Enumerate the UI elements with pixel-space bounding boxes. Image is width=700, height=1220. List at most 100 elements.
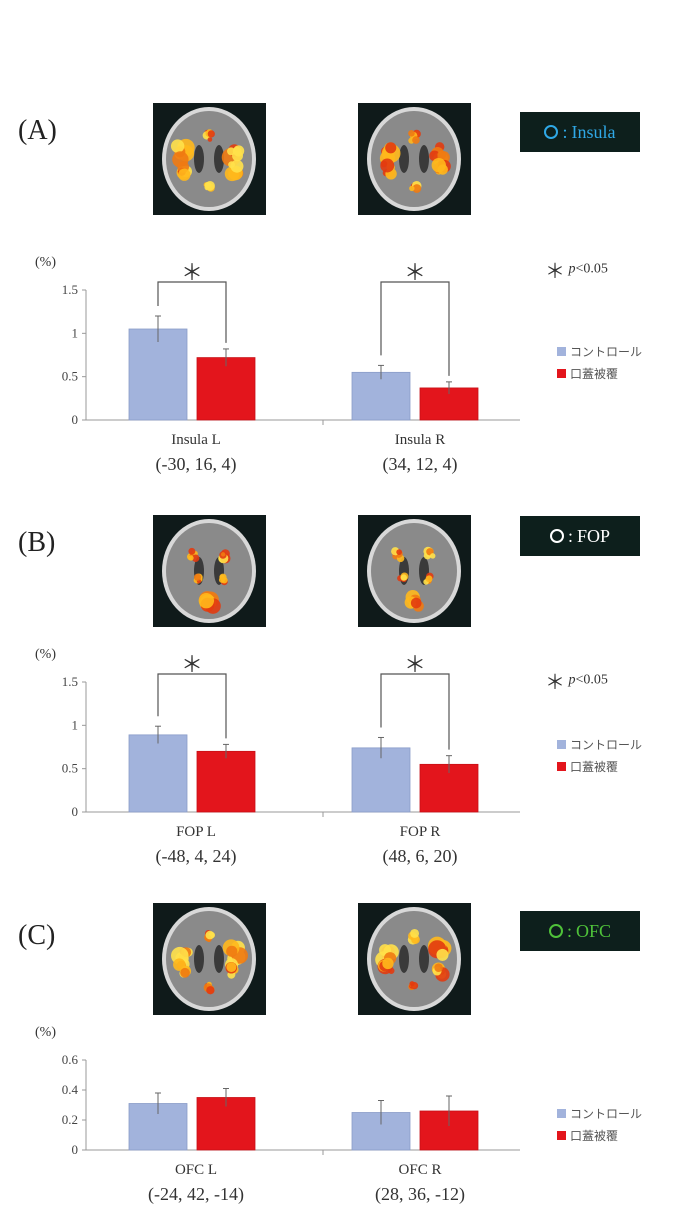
- activation-blob: [198, 592, 215, 609]
- activation-blob: [409, 185, 415, 192]
- p-symbol: p: [568, 672, 576, 688]
- y-tick-label: 0: [72, 412, 79, 427]
- roi-name: FOP: [576, 525, 611, 546]
- activation-blob: [410, 928, 420, 938]
- roi-separator: :: [567, 525, 573, 546]
- legend-label-control: コントロール: [570, 737, 643, 752]
- x-category-label: FOP R: [399, 824, 441, 840]
- bar: [196, 1097, 256, 1151]
- legend-label-treatment: 口蓋被覆: [570, 366, 619, 381]
- x-category-label: FOP L: [176, 824, 216, 840]
- brain-scan-left-image: [153, 103, 266, 215]
- activation-blob: [207, 137, 213, 142]
- bar: [128, 328, 188, 421]
- x-label-group-right: FOP R (48, 6, 20): [330, 820, 510, 868]
- activation-blob: [207, 130, 215, 138]
- x-label-group-right: Insula R (34, 12, 4): [330, 428, 510, 476]
- activation-blob: [204, 182, 211, 189]
- legend-label-control: コントロール: [570, 344, 643, 359]
- legend-label-control: コントロール: [570, 1106, 643, 1121]
- activation-blob: [220, 552, 226, 557]
- brain-tissue: [166, 911, 252, 1007]
- asterisk-icon: ＊: [545, 672, 565, 694]
- y-tick-label: 1.5: [62, 282, 78, 297]
- roi-circle-icon: [544, 125, 559, 139]
- activation-blob: [170, 139, 185, 153]
- mni-coordinate: (28, 36, -12): [375, 1184, 465, 1204]
- roi-name: Insula: [571, 121, 616, 142]
- activation-blob: [193, 573, 202, 581]
- activation-blob: [436, 948, 449, 961]
- legend-swatch-treatment: [557, 368, 566, 378]
- activation-blob: [400, 574, 407, 581]
- brain-tissue: [371, 111, 457, 207]
- y-tick-label: 1: [72, 325, 79, 340]
- activation-blob: [232, 150, 243, 162]
- brain-scan-left-image: [153, 515, 266, 627]
- activation-blob: [380, 158, 395, 173]
- mni-coordinate: (-24, 42, -14): [148, 1184, 244, 1204]
- mni-coordinate: (-30, 16, 4): [155, 454, 237, 474]
- x-label-group-left: Insula L (-30, 16, 4): [106, 428, 286, 476]
- activation-blob: [227, 147, 236, 156]
- activation-blob: [180, 967, 190, 978]
- brain-tissue: [166, 523, 252, 619]
- x-label-group-left: FOP L (-48, 4, 24): [106, 820, 286, 868]
- y-axis-unit-label: (%): [35, 647, 56, 662]
- x-category-label: Insula L: [171, 432, 221, 448]
- ventricle: [194, 145, 204, 173]
- activation-blob: [226, 945, 238, 957]
- roi-key-box: : FOP: [520, 516, 640, 556]
- brain-scan-right-image: [358, 103, 471, 215]
- significance-bracket: [157, 281, 227, 343]
- roi-separator: :: [566, 920, 572, 941]
- mni-coordinate: (48, 6, 20): [382, 846, 458, 866]
- brain-tissue: [371, 911, 457, 1007]
- significance-bracket: [157, 673, 227, 739]
- y-tick-label: 0.5: [62, 761, 78, 776]
- significance-bracket: [380, 673, 450, 750]
- mni-coordinate: (34, 12, 4): [382, 454, 458, 474]
- legend-item-control: コントロール: [557, 340, 642, 362]
- bar: [128, 734, 188, 813]
- x-category-label: OFC R: [398, 1162, 442, 1178]
- ventricle: [419, 945, 429, 973]
- roi-name: OFC: [576, 920, 612, 941]
- significance-note: ＊ p<0.05: [545, 255, 608, 284]
- panel-label: (A): [18, 115, 57, 146]
- legend: コントロール 口蓋被覆: [557, 1102, 642, 1146]
- legend-swatch-control: [557, 346, 566, 356]
- mni-coordinate: (-48, 4, 24): [155, 846, 237, 866]
- activation-blob: [412, 184, 422, 193]
- ventricle: [399, 945, 409, 973]
- activation-blob: [226, 962, 237, 973]
- y-tick-label: 1: [72, 717, 79, 732]
- activation-blob: [410, 597, 422, 609]
- significance-asterisk: ＊: [181, 260, 203, 285]
- bar-chart-insula: (%) 0 0.5 1 1.5 ＊ ＊: [30, 240, 530, 450]
- activation-blob: [396, 549, 402, 555]
- ventricle: [214, 145, 224, 173]
- bar-chart-fop: (%) 0 0.5 1 1.5 ＊ ＊: [30, 632, 530, 842]
- significance-asterisk: ＊: [181, 652, 203, 677]
- activation-blob: [410, 982, 419, 990]
- bar: [196, 357, 256, 421]
- significance-note: ＊ p<0.05: [545, 666, 608, 695]
- x-category-label: OFC L: [174, 1162, 218, 1178]
- ventricle: [399, 145, 409, 173]
- legend-label-treatment: 口蓋被覆: [570, 759, 619, 774]
- significance-bracket: [380, 281, 450, 376]
- p-symbol: p: [568, 261, 576, 277]
- activation-blob: [425, 575, 433, 583]
- activation-blob: [221, 576, 228, 584]
- panel-label: (B): [18, 527, 56, 558]
- y-tick-label: 0.5: [62, 369, 78, 384]
- y-tick-label: 1.5: [62, 674, 78, 689]
- activation-blob: [412, 136, 420, 144]
- brain-tissue: [166, 111, 252, 207]
- p-threshold: <0.05: [575, 672, 608, 688]
- legend: コントロール 口蓋被覆: [557, 340, 642, 384]
- activation-blob: [382, 957, 394, 970]
- activation-blob: [178, 168, 191, 181]
- activation-blob: [408, 129, 415, 137]
